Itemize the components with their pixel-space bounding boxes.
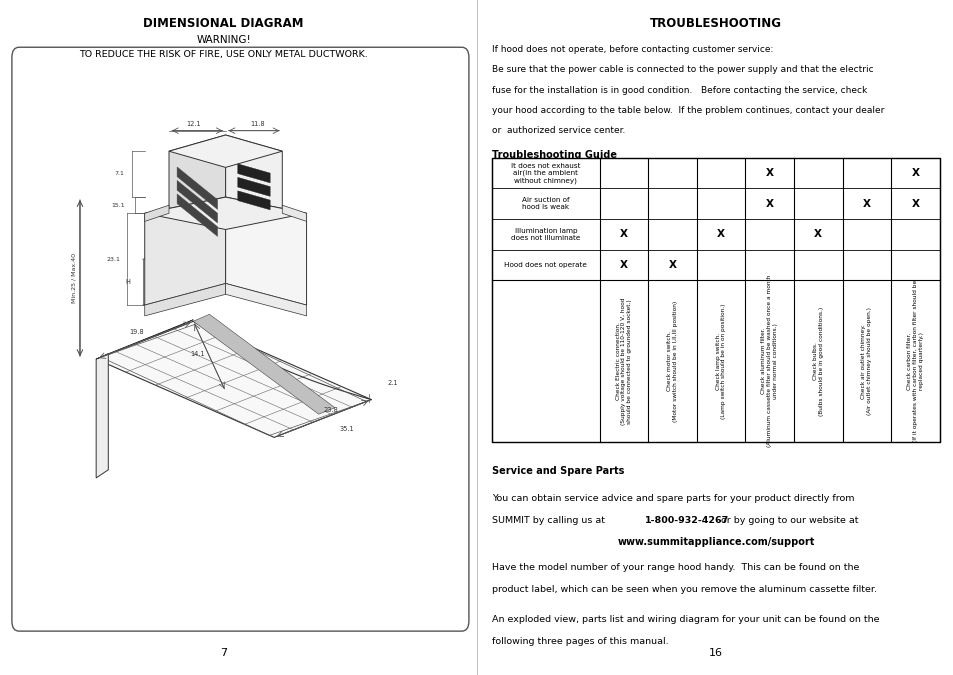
Text: Min.25 / Max.40: Min.25 / Max.40 [71,253,76,303]
Text: or by going to our website at: or by going to our website at [718,516,858,524]
Text: H: H [126,279,131,286]
Text: following three pages of this manual.: following three pages of this manual. [492,637,668,645]
Text: DIMENSIONAL DIAGRAM: DIMENSIONAL DIAGRAM [143,17,304,30]
Text: 2.1: 2.1 [387,381,397,386]
Text: X: X [668,260,676,270]
Bar [492,158,939,442]
Text: X: X [814,230,821,240]
Text: Illumination lamp
does not illuminate: Illumination lamp does not illuminate [511,228,580,241]
Polygon shape [177,167,217,209]
Text: Check motor switch.
(Motor switch should be in I,II,III position): Check motor switch. (Motor switch should… [666,300,678,422]
Text: 19.8: 19.8 [130,329,144,335]
Polygon shape [145,284,226,316]
Text: X: X [910,198,919,209]
Text: 7.1: 7.1 [114,171,124,176]
Text: X: X [910,168,919,178]
Text: Have the model number of your range hood handy.  This can be found on the: Have the model number of your range hood… [492,563,859,572]
Text: your hood according to the table below.  If the problem continues, contact your : your hood according to the table below. … [492,106,883,115]
Text: It does not exhaust
air(in the ambient
without chimney): It does not exhaust air(in the ambient w… [511,163,580,184]
Text: product label, which can be seen when you remove the aluminum cassette filter.: product label, which can be seen when yo… [492,585,877,593]
Text: TROUBLESHOOTING: TROUBLESHOOTING [649,17,781,30]
Text: 23.8: 23.8 [323,408,338,413]
Text: X: X [619,230,627,240]
Text: Check carbon filter.
(If it operates with carbon filter, carbon filter should be: Check carbon filter. (If it operates wit… [906,280,923,442]
Text: 11.8: 11.8 [251,122,265,127]
Text: Service and Spare Parts: Service and Spare Parts [492,466,624,476]
FancyBboxPatch shape [11,47,469,631]
Text: X: X [765,168,773,178]
Text: 14.1: 14.1 [190,351,205,356]
Text: X: X [619,260,627,270]
Polygon shape [169,135,226,213]
Text: X: X [765,198,773,209]
Polygon shape [237,178,270,196]
Polygon shape [226,284,306,316]
Text: An exploded view, parts list and wiring diagram for your unit can be found on th: An exploded view, parts list and wiring … [492,615,879,624]
Text: Check aluminum filter.
(Aluminum cassette filter should be washed once a month
u: Check aluminum filter. (Aluminum cassett… [760,275,777,448]
Text: Be sure that the power cable is connected to the power supply and that the elect: Be sure that the power cable is connecte… [492,65,873,74]
Polygon shape [226,135,282,213]
Text: www.summitappliance.com/support: www.summitappliance.com/support [617,537,814,547]
Polygon shape [145,197,306,230]
Text: 23.1: 23.1 [107,256,120,262]
Polygon shape [96,354,109,478]
Text: Check lamp switch.
(Lamp switch should be in on position.): Check lamp switch. (Lamp switch should b… [715,303,726,419]
Polygon shape [96,320,193,359]
Text: Check Electric connection.
(Supply voltage should be 110-120 V, hood
should be c: Check Electric connection. (Supply volta… [615,298,632,425]
Text: or  authorized service center.: or authorized service center. [492,126,625,135]
Polygon shape [177,180,217,223]
Text: 7: 7 [220,648,227,658]
Text: 35.1: 35.1 [339,427,354,432]
Text: WARNING!: WARNING! [196,35,251,45]
Text: 16: 16 [708,648,722,658]
Polygon shape [237,164,270,183]
Polygon shape [282,205,306,221]
Polygon shape [169,135,282,167]
Text: Hood does not operate: Hood does not operate [504,262,587,268]
Polygon shape [193,315,335,414]
Text: Air suction of
hood is weak: Air suction of hood is weak [521,197,569,211]
Text: Check bulbs.
(Bulbs should be in good conditions.): Check bulbs. (Bulbs should be in good co… [812,306,822,416]
Polygon shape [177,194,217,236]
Polygon shape [145,197,226,305]
Text: SUMMIT by calling us at: SUMMIT by calling us at [492,516,608,524]
Polygon shape [237,191,270,210]
Text: Troubleshooting Guide: Troubleshooting Guide [492,150,617,160]
Text: You can obtain service advice and spare parts for your product directly from: You can obtain service advice and spare … [492,494,854,503]
Text: fuse for the installation is in good condition.   Before contacting the service,: fuse for the installation is in good con… [492,86,866,94]
Text: 12.1: 12.1 [186,122,200,127]
Polygon shape [145,205,169,221]
Text: If hood does not operate, before contacting customer service:: If hood does not operate, before contact… [492,45,773,54]
Text: X: X [717,230,724,240]
Polygon shape [96,321,371,437]
Text: TO REDUCE THE RISK OF FIRE, USE ONLY METAL DUCTWORK.: TO REDUCE THE RISK OF FIRE, USE ONLY MET… [79,50,368,59]
Text: Check air outlet chimney.
(Air outlet chimney should be open.): Check air outlet chimney. (Air outlet ch… [861,307,871,415]
Text: 1-800-932-4267: 1-800-932-4267 [644,516,728,524]
Polygon shape [226,197,306,305]
Text: 15.1: 15.1 [111,202,124,208]
Text: X: X [862,198,870,209]
